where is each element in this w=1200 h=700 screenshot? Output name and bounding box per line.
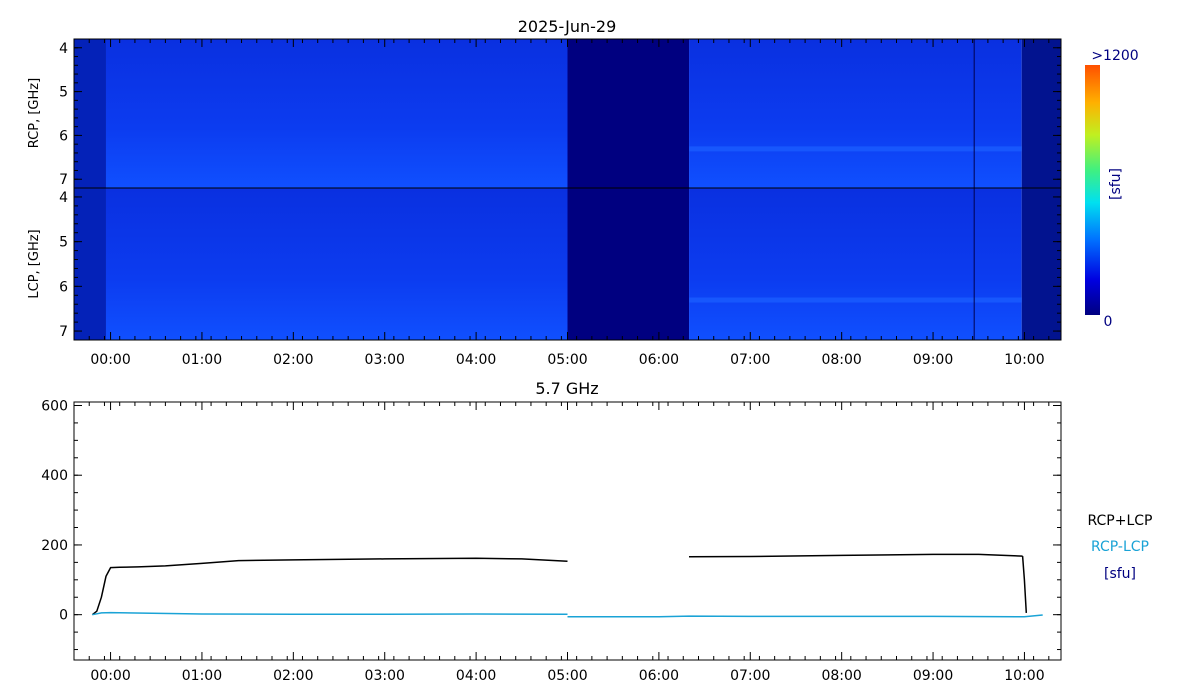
- legend-unit: [sfu]: [1104, 566, 1136, 582]
- line-chart-xtick-label: 01:00: [182, 668, 222, 684]
- spectrogram-xtick-label: 08:00: [821, 352, 861, 368]
- colorbar-scale: [1085, 65, 1100, 315]
- spectrogram-xtick-label: 01:00: [182, 352, 222, 368]
- legend-rcp-minus-lcp: RCP-LCP: [1091, 539, 1149, 555]
- rcp-data-gap: [567, 39, 690, 188]
- series-rcp-minus-lcp-segment-2: [567, 614, 1043, 618]
- spectrogram-xtick-label: 07:00: [730, 352, 770, 368]
- rcp-data-block-1: [105, 39, 568, 188]
- lcp-edge-band-right: [1021, 188, 1061, 340]
- line-chart-xtick-label: 08:00: [821, 668, 861, 684]
- colorbar-unit: [sfu]: [1108, 168, 1124, 200]
- spectrogram-chart: 2025-Jun-29 4 5 6 7 RCP, [GHz] 4 5 6 7 LCP, [G…: [27, 17, 1139, 368]
- line-chart-xtick-label: 02:00: [273, 668, 313, 684]
- legend-rcp-plus-lcp: RCP+LCP: [1088, 513, 1153, 529]
- line-chart-ytick-label: 0: [59, 608, 68, 624]
- rcp-y-axis: 4 5 6 7: [59, 38, 1061, 188]
- line-chart-xtick-label: 07:00: [730, 668, 770, 684]
- lcp-data-block-2: [689, 188, 1022, 340]
- lcp-data-block-1: [105, 188, 568, 340]
- rcp-data-block-2: [689, 39, 1022, 188]
- line-chart-xtick-label: 03:00: [365, 668, 405, 684]
- spectrogram-xtick-label: 09:00: [913, 352, 953, 368]
- rcp-edge-band-left: [74, 39, 106, 188]
- spectrogram-title: 2025-Jun-29: [518, 17, 617, 36]
- lcp-y-axis: 4 5 6 7: [59, 187, 1061, 340]
- lcp-ytick-label: 5: [59, 235, 68, 251]
- lcp-band-stripe: [689, 297, 1022, 303]
- spectrogram-xtick-label: 03:00: [365, 352, 405, 368]
- line-chart-xtick-label: 00:00: [90, 668, 130, 684]
- rcp-band-stripe: [689, 146, 1022, 152]
- rcp-ytick-label: 6: [59, 128, 68, 144]
- spectrogram-x-axis: 00:00 01:00 02:00 03:00 04:00 05:00 06:00 07:00…: [73, 39, 1050, 368]
- line-chart-ytick-label: 600: [41, 398, 68, 414]
- rcp-ytick-label: 5: [59, 85, 68, 101]
- spectrogram-xtick-label: 06:00: [639, 352, 679, 368]
- rcp-heatmap: [74, 39, 1061, 188]
- lcp-ytick-label: 7: [59, 324, 68, 340]
- colorbar: >1200 0 [sfu]: [1085, 48, 1139, 330]
- rcp-ytick-label: 7: [59, 172, 68, 188]
- lcp-ylabel: LCP, [GHz]: [27, 229, 42, 298]
- line-chart-title: 5.7 GHz: [535, 379, 598, 398]
- rcp-ylabel: RCP, [GHz]: [27, 78, 42, 148]
- line-chart-xtick-label: 04:00: [456, 668, 496, 684]
- spectrogram-xtick-label: 05:00: [547, 352, 587, 368]
- line-chart-xtick-label: 06:00: [639, 668, 679, 684]
- lcp-edge-band-left: [74, 188, 106, 340]
- series-rcp-minus-lcp-segment-1: [92, 611, 568, 616]
- colorbar-min-label: 0: [1104, 314, 1113, 330]
- series-rcp-plus-lcp-segment-3: [1021, 556, 1028, 613]
- line-chart-x-axis: 00:00 01:00 02:00 03:00 04:00 05:00 06:00 07:00…: [73, 402, 1050, 684]
- rcp-edge-band-right: [1021, 39, 1061, 188]
- line-chart-ytick-label: 200: [41, 538, 68, 554]
- colorbar-max-label: >1200: [1091, 48, 1138, 64]
- line-chart-xtick-label: 10:00: [1004, 668, 1044, 684]
- lcp-ytick-label: 4: [59, 190, 68, 206]
- series-rcp-plus-lcp-segment-1: [91, 557, 568, 616]
- line-chart-xtick-label: 05:00: [547, 668, 587, 684]
- line-chart-ytick-label: 400: [41, 468, 68, 484]
- lcp-data-gap: [567, 188, 690, 340]
- spectrogram-xtick-label: 00:00: [90, 352, 130, 368]
- line-legend: RCP+LCP RCP-LCP [sfu]: [1088, 513, 1153, 582]
- series-rcp-plus-lcp-segment-2: [688, 553, 1023, 558]
- rcp-panel: 4 5 6 7 RCP, [GHz]: [27, 38, 1062, 189]
- spectrogram-xtick-label: 02:00: [273, 352, 313, 368]
- line-chart-xtick-label: 09:00: [913, 668, 953, 684]
- spectrogram-xtick-label: 10:00: [1004, 352, 1044, 368]
- line-chart-series: [91, 553, 1043, 618]
- lcp-panel: 4 5 6 7 LCP, [GHz]: [27, 187, 1062, 341]
- spectrogram-xtick-label: 04:00: [456, 352, 496, 368]
- lcp-heatmap: [74, 188, 1061, 340]
- rcp-ytick-label: 4: [59, 41, 68, 57]
- line-chart-y-axis: 0 200 400 600: [41, 398, 1061, 651]
- lcp-ytick-label: 6: [59, 279, 68, 295]
- line-chart-frame: [73, 401, 1062, 661]
